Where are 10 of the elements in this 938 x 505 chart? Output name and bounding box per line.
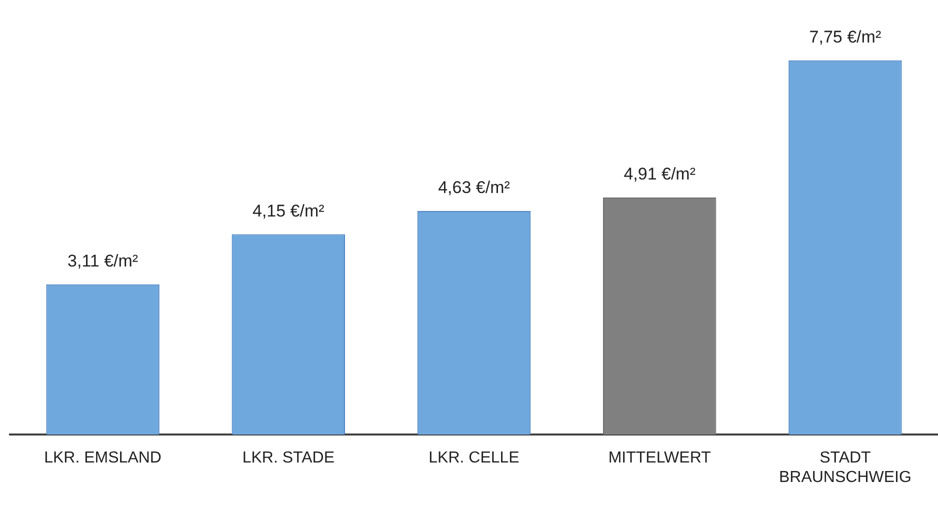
x-tick-label: LKR. EMSLAND	[44, 450, 162, 467]
data-label: 4,91 €/m²	[624, 164, 696, 184]
data-label: 7,75 €/m²	[809, 28, 882, 47]
data-label: 3,11 €/m²	[68, 252, 138, 271]
x-tick-label: MITTELWERT	[608, 450, 712, 467]
data-label: 4,15 €/m²	[252, 201, 325, 220]
x-tick-label: LKR. STADE	[242, 450, 334, 467]
data-label: 4,63 €/m²	[438, 178, 510, 198]
x-tick-label: STADT BRAUNSCHWEIG	[778, 450, 912, 486]
x-tick-label: LKR. CELLE	[428, 450, 520, 467]
